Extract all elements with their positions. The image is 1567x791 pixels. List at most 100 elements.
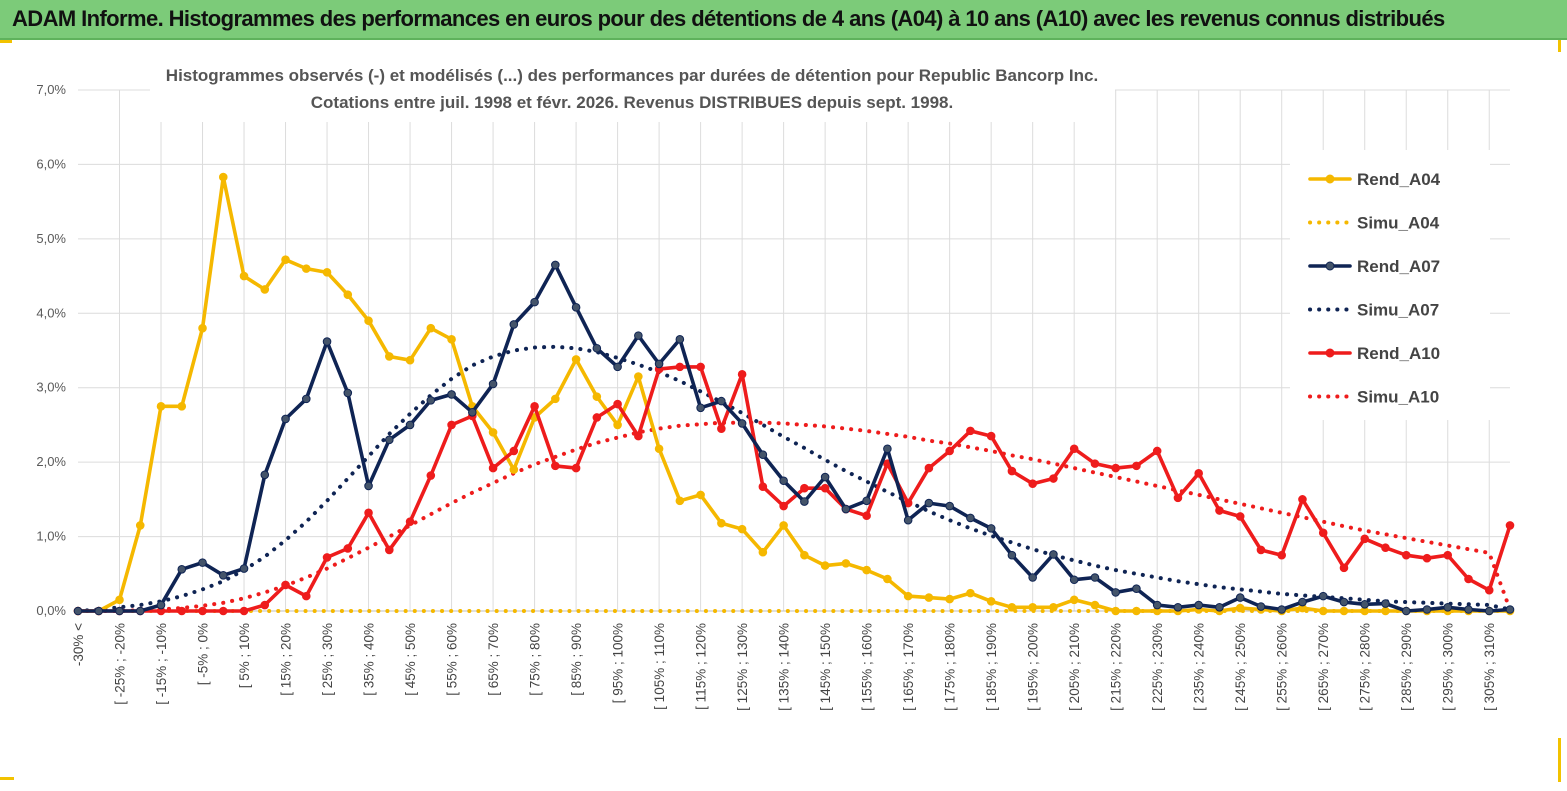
data-point: [1235, 603, 1245, 613]
data-point: [1049, 602, 1058, 612]
data-point: [281, 580, 290, 590]
x-tick-label: [ 145% ; 150%: [818, 623, 833, 711]
data-point: [800, 497, 809, 506]
data-point: [1318, 606, 1328, 616]
legend-label: Rend_A10: [1357, 344, 1440, 363]
series-line: [76, 175, 1512, 613]
data-point: [717, 396, 726, 406]
data-point: [239, 606, 249, 616]
x-tick-label: [ 85% ; 90%: [569, 623, 584, 696]
data-point: [385, 352, 394, 361]
data-point: [634, 431, 643, 441]
data-point: [1422, 605, 1432, 614]
data-point: [924, 498, 934, 508]
data-point: [800, 550, 809, 560]
chart-title-line-1: Histogrammes observés (-) et modélisés (…: [166, 66, 1098, 85]
data-point: [1069, 444, 1079, 454]
data-point: [1464, 574, 1473, 584]
data-point: [177, 565, 187, 574]
x-tick-label: [ 25% ; 30%: [320, 623, 335, 696]
data-point: [924, 593, 934, 602]
data-point: [551, 260, 560, 270]
data-point: [488, 463, 498, 473]
report-title: ADAM Informe. Histogrammes des performan…: [12, 6, 1445, 31]
data-point: [1360, 600, 1370, 609]
chart-title-background: [150, 56, 1115, 122]
x-tick-label: [ 185% ; 190%: [984, 623, 999, 711]
chart-title: Histogrammes observés (-) et modélisés (…: [150, 56, 1115, 122]
data-point: [509, 446, 519, 456]
x-tick-label: [ 225% ; 230%: [1150, 623, 1165, 711]
data-point: [198, 323, 207, 333]
x-tick-label: [ 285% ; 290%: [1399, 623, 1414, 711]
data-point: [405, 355, 415, 365]
data-point: [696, 490, 705, 500]
data-point: [177, 402, 187, 411]
data-point: [322, 337, 332, 346]
data-point: [1215, 506, 1224, 515]
data-point: [94, 606, 104, 616]
data-point: [1277, 605, 1287, 614]
data-point: [218, 606, 228, 616]
data-point: [1443, 602, 1453, 612]
y-tick-label: 3,0%: [36, 380, 66, 395]
x-tick-label: [ 235% ; 240%: [1192, 623, 1207, 711]
data-point: [654, 444, 664, 454]
data-point: [218, 172, 228, 182]
frame-corner-top-right: [1558, 40, 1561, 52]
x-tick-label: [ 165% ; 170%: [901, 623, 916, 711]
x-tick-label: -30% <: [71, 623, 86, 666]
legend-item: Rend_A10: [1308, 344, 1440, 363]
data-point: [198, 558, 207, 567]
data-point: [1069, 575, 1079, 585]
legend-background: [1290, 150, 1490, 420]
data-point: [841, 504, 851, 514]
x-tick-label: [ -5% ; 0%: [196, 623, 211, 685]
x-axis: -30% < [ -25% ; -20% [ -15% ; -10% [ -5% ; …: [71, 623, 1497, 711]
data-point: [1028, 573, 1037, 582]
y-tick-label: 7,0%: [36, 82, 66, 97]
series: [73, 172, 1515, 616]
x-tick-label: [ 265% ; 270%: [1316, 623, 1331, 711]
data-point: [1422, 553, 1432, 563]
data-point: [737, 419, 747, 428]
data-point: [73, 606, 83, 616]
y-tick-label: 2,0%: [36, 454, 66, 469]
data-point: [1028, 602, 1037, 612]
data-point: [385, 435, 394, 445]
legend-label: Simu_A04: [1357, 214, 1440, 233]
data-point: [571, 355, 581, 364]
data-point: [1069, 595, 1079, 605]
data-point: [198, 606, 207, 616]
data-point: [883, 444, 892, 454]
x-tick-label: [ 95% ; 100%: [611, 623, 626, 703]
y-tick-label: 1,0%: [36, 529, 66, 544]
legend-item: Simu_A10: [1308, 388, 1439, 407]
data-point: [1049, 550, 1058, 559]
data-point: [966, 513, 975, 523]
x-tick-label: [ 205% ; 210%: [1067, 623, 1082, 711]
data-point: [343, 388, 353, 398]
data-point: [717, 518, 726, 528]
data-point: [426, 471, 436, 480]
data-point: [1339, 563, 1349, 573]
data-point: [613, 420, 622, 430]
data-point: [468, 407, 477, 417]
frame-corner-bottom-right: [1558, 738, 1561, 782]
legend-item: Rend_A04: [1308, 170, 1441, 189]
data-point: [1256, 602, 1266, 611]
data-point: [758, 547, 768, 557]
data-point: [405, 517, 415, 526]
data-point: [986, 524, 996, 533]
data-point: [924, 463, 934, 473]
data-point: [1484, 585, 1494, 595]
frame-corner-bottom-left: [0, 777, 14, 780]
data-point: [1339, 606, 1349, 616]
data-point: [1381, 606, 1390, 616]
data-point: [115, 606, 124, 616]
data-point: [1007, 550, 1017, 560]
data-point: [820, 561, 830, 570]
data-point: [1111, 463, 1120, 473]
data-point: [1235, 512, 1245, 521]
data-point: [301, 591, 311, 601]
